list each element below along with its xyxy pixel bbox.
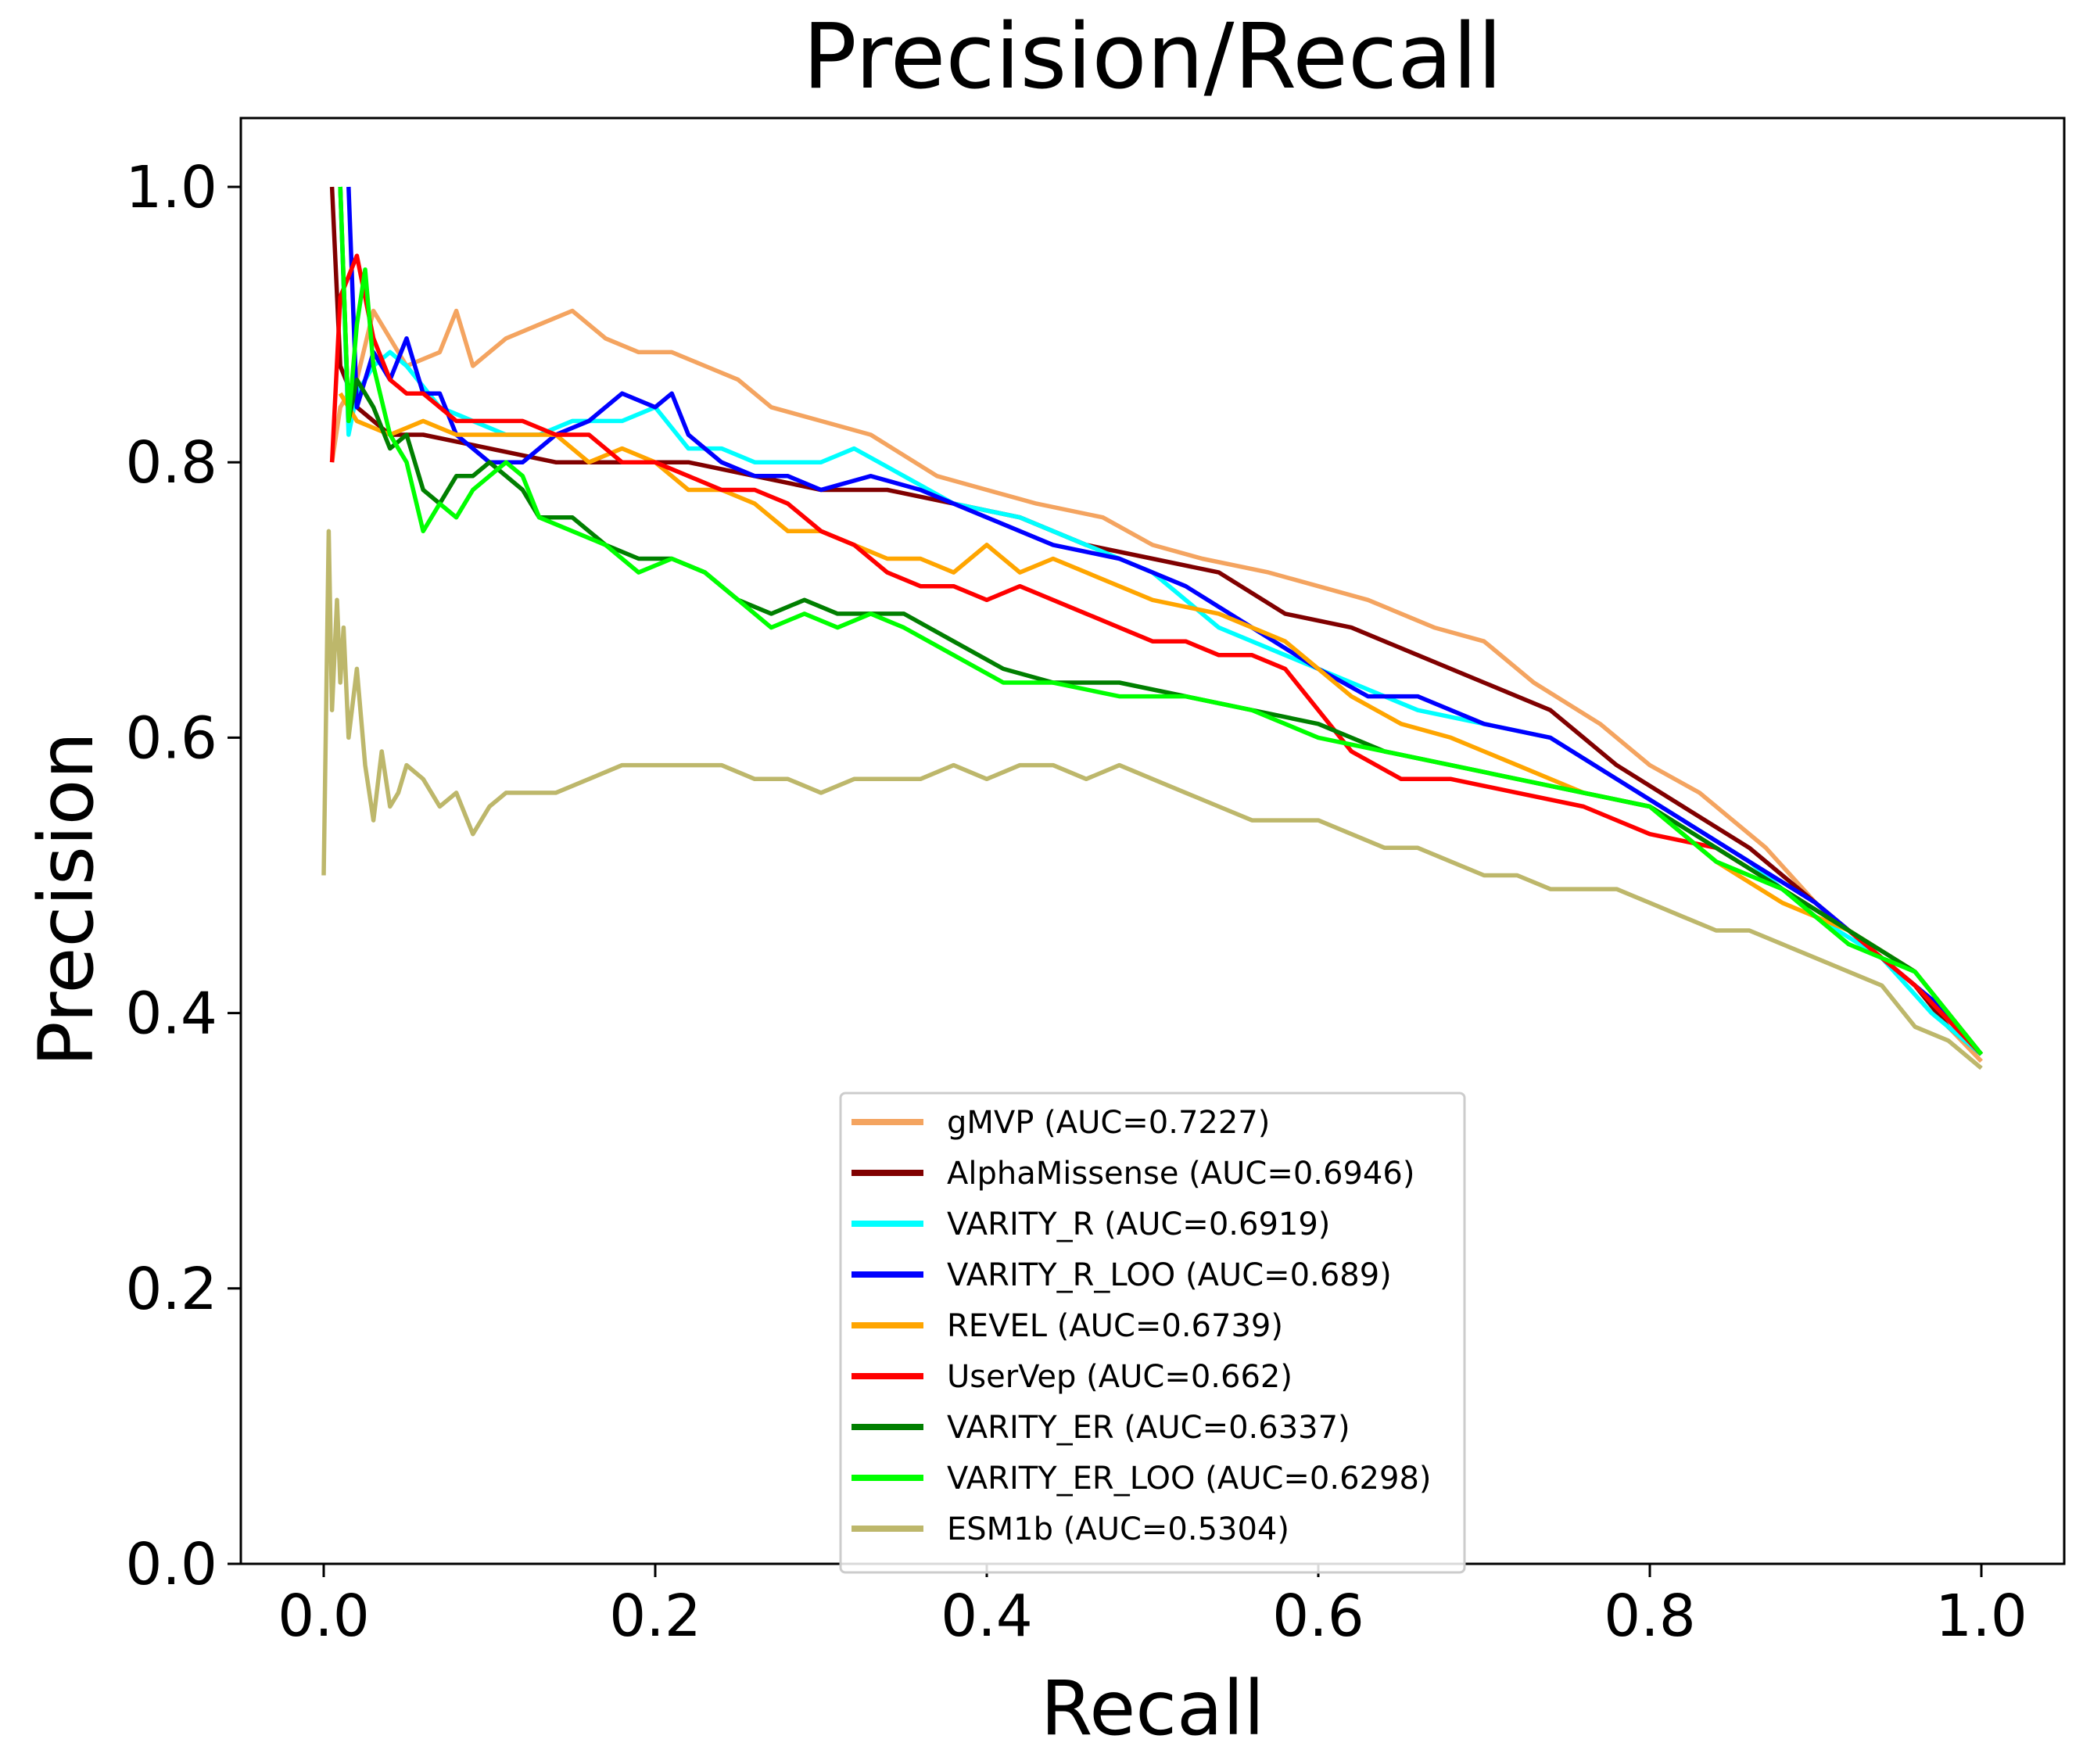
legend-box — [839, 1092, 1466, 1574]
legend-entry: VARITY_R (AUC=0.6919) — [947, 1206, 1330, 1242]
series-line-8 — [338, 186, 1984, 1056]
x-tick-label: 0.4 — [941, 1583, 1033, 1650]
x-tick-label: 0.2 — [609, 1583, 701, 1650]
legend-entry: VARITY_ER_LOO (AUC=0.6298) — [947, 1461, 1432, 1497]
legend: gMVP (AUC=0.7227) AlphaMissense (AUC=0.69… — [839, 1092, 1466, 1574]
axes-layer: 0.0 0.2 0.4 0.6 0.8 1.0 0.0 0.2 0.4 0.6 0.8 1.0 — [125, 117, 2066, 1650]
y-tick-label: 0.2 — [125, 1256, 217, 1323]
series-line-5 — [338, 392, 1984, 1056]
x-tick-label: 0.8 — [1604, 1583, 1696, 1650]
legend-entry: VARITY_R_LOO (AUC=0.689) — [947, 1257, 1392, 1293]
y-tick-label: 0.4 — [125, 981, 217, 1048]
x-tick-label: 0.0 — [278, 1583, 370, 1650]
series-layer — [321, 186, 1984, 1070]
legend-entry: REVEL (AUC=0.6739) — [947, 1308, 1283, 1344]
legend-entry: ESM1b (AUC=0.5304) — [947, 1511, 1289, 1547]
legend-entry: AlphaMissense (AUC=0.6946) — [947, 1156, 1414, 1192]
x-tick-label: 1.0 — [1935, 1583, 2027, 1650]
x-axis-label: Recall — [1041, 1665, 1264, 1752]
legend-entry: gMVP (AUC=0.7227) — [947, 1105, 1270, 1141]
chart-title: Precision/Recall — [803, 5, 1503, 109]
y-tick-label: 1.0 — [125, 154, 217, 221]
y-tick-label: 0.6 — [125, 705, 217, 772]
x-tick-label: 0.6 — [1272, 1583, 1364, 1650]
legend-entry: VARITY_ER (AUC=0.6337) — [947, 1410, 1350, 1446]
series-line-1 — [329, 308, 1983, 1063]
series-line-2 — [329, 186, 1983, 1056]
y-axis-label: Precision — [23, 732, 110, 1067]
series-line-6 — [329, 253, 1983, 1056]
y-tick-label: 0.0 — [125, 1531, 217, 1598]
legend-entry: UserVep (AUC=0.662) — [947, 1359, 1292, 1395]
series-line-9 — [321, 529, 1983, 1070]
y-tick-label: 0.8 — [125, 429, 217, 497]
